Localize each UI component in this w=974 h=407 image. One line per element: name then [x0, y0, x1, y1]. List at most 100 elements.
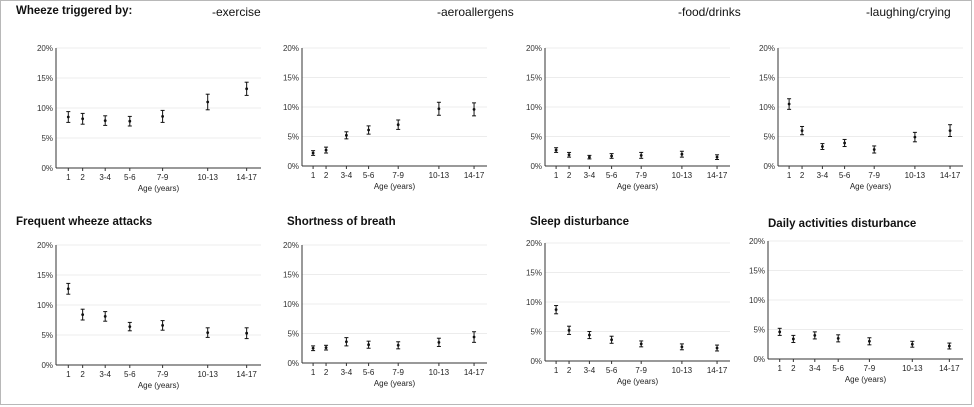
data-point — [913, 135, 917, 139]
data-point — [66, 287, 70, 291]
chart-panel-shortness-of-breath: 0% 5% 10% 15% 20% 1 2 3-4 5-6 7-9 10-13 14-17 Age (y… — [283, 241, 487, 388]
y-tick-label: 0% — [530, 162, 542, 171]
data-point — [367, 343, 370, 347]
x-tick-label: 5-6 — [606, 366, 618, 375]
data-point — [103, 315, 107, 318]
y-tick-label: 0% — [41, 164, 53, 173]
x-tick-label: 10-13 — [672, 171, 693, 180]
x-tick-label: 7-9 — [868, 171, 880, 180]
x-tick-label: 1 — [66, 173, 71, 182]
chart-panel-exercise: 0% 5% 10% 15% 20% 1 2 3-4 5-6 7-9 10-13 14-17 Age (y… — [37, 44, 261, 193]
data-point — [715, 346, 719, 350]
x-tick-label: 5-6 — [363, 368, 375, 377]
y-tick-label: 5% — [287, 330, 299, 339]
x-tick-label: 14-17 — [236, 173, 257, 182]
panel-title-daily-activities: Daily activities disturbance — [768, 218, 917, 230]
data-point — [128, 325, 132, 328]
x-tick-label: 1 — [787, 171, 792, 180]
y-tick-label: 0% — [287, 359, 299, 368]
y-tick-label: 20% — [759, 44, 775, 53]
data-point — [843, 141, 846, 145]
data-point — [245, 331, 249, 335]
x-tick-label: 7-9 — [392, 368, 404, 377]
x-tick-label: 2 — [567, 366, 572, 375]
data-point — [437, 107, 441, 111]
data-point — [554, 308, 558, 312]
panel-title-frequent-wheeze: Frequent wheeze attacks — [16, 216, 153, 228]
data-point — [472, 107, 476, 111]
panel-title-shortness-of-breath: Shortness of breath — [287, 216, 396, 228]
chart-panel-frequent-wheeze: 0% 5% 10% 15% 20% 1 2 3-4 5-6 7-9 10-13 14-17 Age (y… — [37, 241, 261, 390]
x-tick-label: 3-4 — [584, 171, 596, 180]
y-tick-label: 10% — [759, 103, 775, 112]
x-axis-label: Age (years) — [845, 375, 887, 384]
y-tick-label: 15% — [37, 74, 53, 83]
y-tick-label: 5% — [530, 328, 542, 337]
data-point — [910, 342, 914, 346]
x-axis-label: Age (years) — [138, 184, 180, 193]
x-tick-label: 14-17 — [939, 364, 960, 373]
x-tick-label: 7-9 — [157, 370, 169, 379]
data-point — [81, 313, 85, 316]
data-point — [567, 328, 571, 332]
data-point — [680, 152, 684, 156]
data-point — [367, 128, 370, 132]
data-point — [791, 337, 795, 341]
x-tick-label: 1 — [777, 364, 782, 373]
x-tick-label: 3-4 — [584, 366, 596, 375]
x-tick-label: 2 — [324, 171, 329, 180]
panel-title-food-drinks: -food/drinks — [678, 5, 741, 19]
x-tick-label: 1 — [311, 368, 316, 377]
x-tick-label: 3-4 — [341, 368, 353, 377]
data-point — [610, 338, 613, 342]
data-point — [324, 346, 328, 350]
data-point — [161, 115, 165, 118]
y-tick-label: 15% — [526, 269, 542, 278]
x-tick-label: 5-6 — [606, 171, 618, 180]
x-tick-label: 10-13 — [429, 171, 450, 180]
x-tick-label: 7-9 — [392, 171, 404, 180]
data-point — [610, 154, 613, 158]
x-tick-label: 1 — [554, 171, 559, 180]
chart-panel-sleep-disturbance: 0% 5% 10% 15% 20% 1 2 3-4 5-6 7-9 10-13 14-17 Age (y… — [526, 239, 730, 386]
x-tick-label: 2 — [80, 173, 85, 182]
x-tick-label: 3-4 — [99, 173, 111, 182]
x-tick-label: 3-4 — [809, 364, 821, 373]
y-tick-label: 20% — [526, 239, 542, 248]
data-point — [778, 330, 782, 334]
y-tick-label: 15% — [759, 74, 775, 83]
y-tick-label: 0% — [41, 361, 53, 370]
data-point — [66, 115, 70, 119]
data-point — [813, 334, 817, 337]
x-tick-label: 10-13 — [429, 368, 450, 377]
data-point — [787, 102, 791, 106]
data-point — [639, 153, 643, 157]
panel-title-sleep-disturbance: Sleep disturbance — [530, 216, 630, 228]
data-point — [345, 340, 348, 344]
y-tick-label: 0% — [753, 355, 765, 364]
y-tick-label: 20% — [37, 241, 53, 250]
x-tick-label: 5-6 — [363, 171, 375, 180]
y-tick-label: 10% — [283, 103, 299, 112]
x-tick-label: 14-17 — [464, 368, 485, 377]
data-point — [345, 133, 348, 137]
x-tick-label: 14-17 — [707, 171, 728, 180]
x-tick-label: 2 — [800, 171, 805, 180]
x-tick-label: 14-17 — [940, 171, 961, 180]
x-tick-label: 14-17 — [707, 366, 728, 375]
x-tick-label: 10-13 — [905, 171, 926, 180]
data-point — [588, 155, 591, 159]
y-tick-label: 0% — [287, 162, 299, 171]
panel-title-laughing-crying: -laughing/crying — [866, 5, 951, 19]
data-point — [948, 129, 952, 132]
data-point — [206, 331, 210, 334]
chart-panel-daily-activities: 0% 5% 10% 15% 20% 1 2 3-4 5-6 7-9 10-13 14-17 Age (y… — [749, 237, 963, 384]
y-tick-label: 5% — [41, 134, 53, 143]
data-point — [128, 119, 132, 123]
y-tick-label: 10% — [283, 300, 299, 309]
x-tick-label: 2 — [567, 171, 572, 180]
y-tick-label: 10% — [526, 103, 542, 112]
y-tick-label: 20% — [749, 237, 765, 246]
y-tick-label: 10% — [37, 301, 53, 310]
